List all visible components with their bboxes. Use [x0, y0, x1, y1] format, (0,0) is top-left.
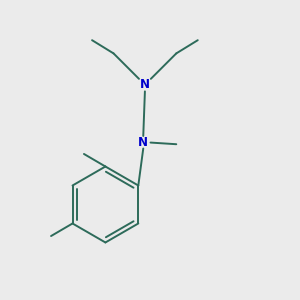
Text: N: N — [140, 78, 150, 91]
Text: N: N — [138, 136, 148, 149]
